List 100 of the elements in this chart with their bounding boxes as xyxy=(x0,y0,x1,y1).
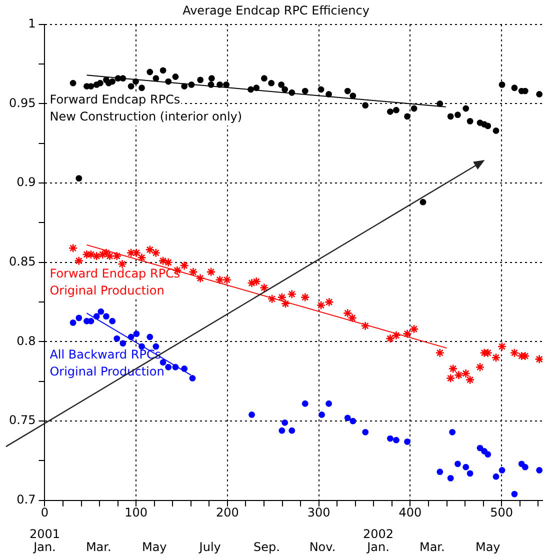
point xyxy=(454,112,461,118)
point xyxy=(344,88,351,94)
point xyxy=(344,414,351,422)
point xyxy=(280,299,290,308)
point xyxy=(165,364,172,370)
point xyxy=(165,78,172,85)
point xyxy=(114,335,120,342)
point xyxy=(126,248,136,258)
point xyxy=(449,428,456,436)
point xyxy=(128,83,134,90)
point xyxy=(103,313,110,320)
point xyxy=(196,274,205,283)
point xyxy=(120,340,126,347)
point xyxy=(282,86,288,93)
point xyxy=(454,370,464,380)
point xyxy=(316,300,326,310)
point xyxy=(462,464,470,470)
x-tick-label: 0 xyxy=(40,506,49,520)
point xyxy=(253,84,260,92)
x2-tick-label: Mar. xyxy=(419,540,445,554)
point xyxy=(70,319,76,326)
point xyxy=(146,68,154,76)
point xyxy=(248,412,255,418)
x2-tick-label: 2002 Jan. xyxy=(362,527,394,554)
point xyxy=(247,278,256,288)
point xyxy=(511,490,518,498)
point xyxy=(386,334,395,344)
point xyxy=(181,366,188,372)
point xyxy=(387,435,394,442)
point xyxy=(350,418,356,424)
point xyxy=(360,321,370,331)
point xyxy=(98,250,108,260)
point xyxy=(498,81,506,88)
point xyxy=(461,368,471,378)
point xyxy=(318,412,325,418)
point xyxy=(260,283,269,292)
point xyxy=(510,348,520,358)
point xyxy=(436,468,444,476)
y-tick-label: 0.75 xyxy=(9,413,36,428)
point xyxy=(86,250,96,260)
point xyxy=(404,113,410,120)
point xyxy=(146,334,154,340)
point xyxy=(287,289,297,299)
point xyxy=(158,256,168,266)
point xyxy=(536,467,543,474)
point xyxy=(208,81,214,88)
point xyxy=(420,198,426,206)
point xyxy=(410,105,418,112)
x-tick-label: 200 xyxy=(216,506,239,520)
x2-tick-label: May xyxy=(475,540,500,554)
x2-tick-label: Sep. xyxy=(254,540,280,554)
point xyxy=(164,258,173,268)
point xyxy=(466,118,474,124)
point xyxy=(409,324,419,334)
point xyxy=(109,78,116,85)
point xyxy=(88,318,94,324)
point xyxy=(435,348,445,358)
point xyxy=(511,84,518,92)
point xyxy=(302,88,308,94)
point xyxy=(466,470,474,477)
point xyxy=(483,348,493,358)
point xyxy=(475,362,485,372)
point xyxy=(82,250,92,260)
point xyxy=(393,436,400,444)
point xyxy=(105,251,114,261)
point xyxy=(348,313,357,323)
point xyxy=(534,354,543,364)
point xyxy=(223,81,230,88)
point xyxy=(216,81,223,88)
point xyxy=(462,105,470,112)
x2-tick-label: Mar. xyxy=(86,540,112,554)
x2-tick-label: July xyxy=(198,540,221,554)
point xyxy=(446,374,456,383)
point xyxy=(252,276,262,286)
point xyxy=(133,330,140,337)
point xyxy=(318,86,324,93)
point xyxy=(326,91,332,98)
point xyxy=(522,464,528,470)
point xyxy=(248,86,254,93)
point xyxy=(76,175,82,182)
point xyxy=(324,297,334,307)
x2-tick-label: 2001 Jan. xyxy=(29,527,60,554)
point xyxy=(76,314,82,322)
point xyxy=(267,294,277,304)
point xyxy=(402,329,412,338)
point xyxy=(102,248,111,258)
point xyxy=(215,275,224,285)
point xyxy=(497,342,507,352)
point xyxy=(92,251,102,261)
point xyxy=(132,248,142,258)
point xyxy=(447,474,454,482)
point xyxy=(536,91,543,98)
point xyxy=(172,74,179,80)
point xyxy=(277,292,287,302)
point xyxy=(362,102,369,109)
point xyxy=(436,100,444,107)
point xyxy=(197,76,204,84)
point xyxy=(387,108,394,115)
point xyxy=(393,106,400,114)
point xyxy=(288,89,296,96)
